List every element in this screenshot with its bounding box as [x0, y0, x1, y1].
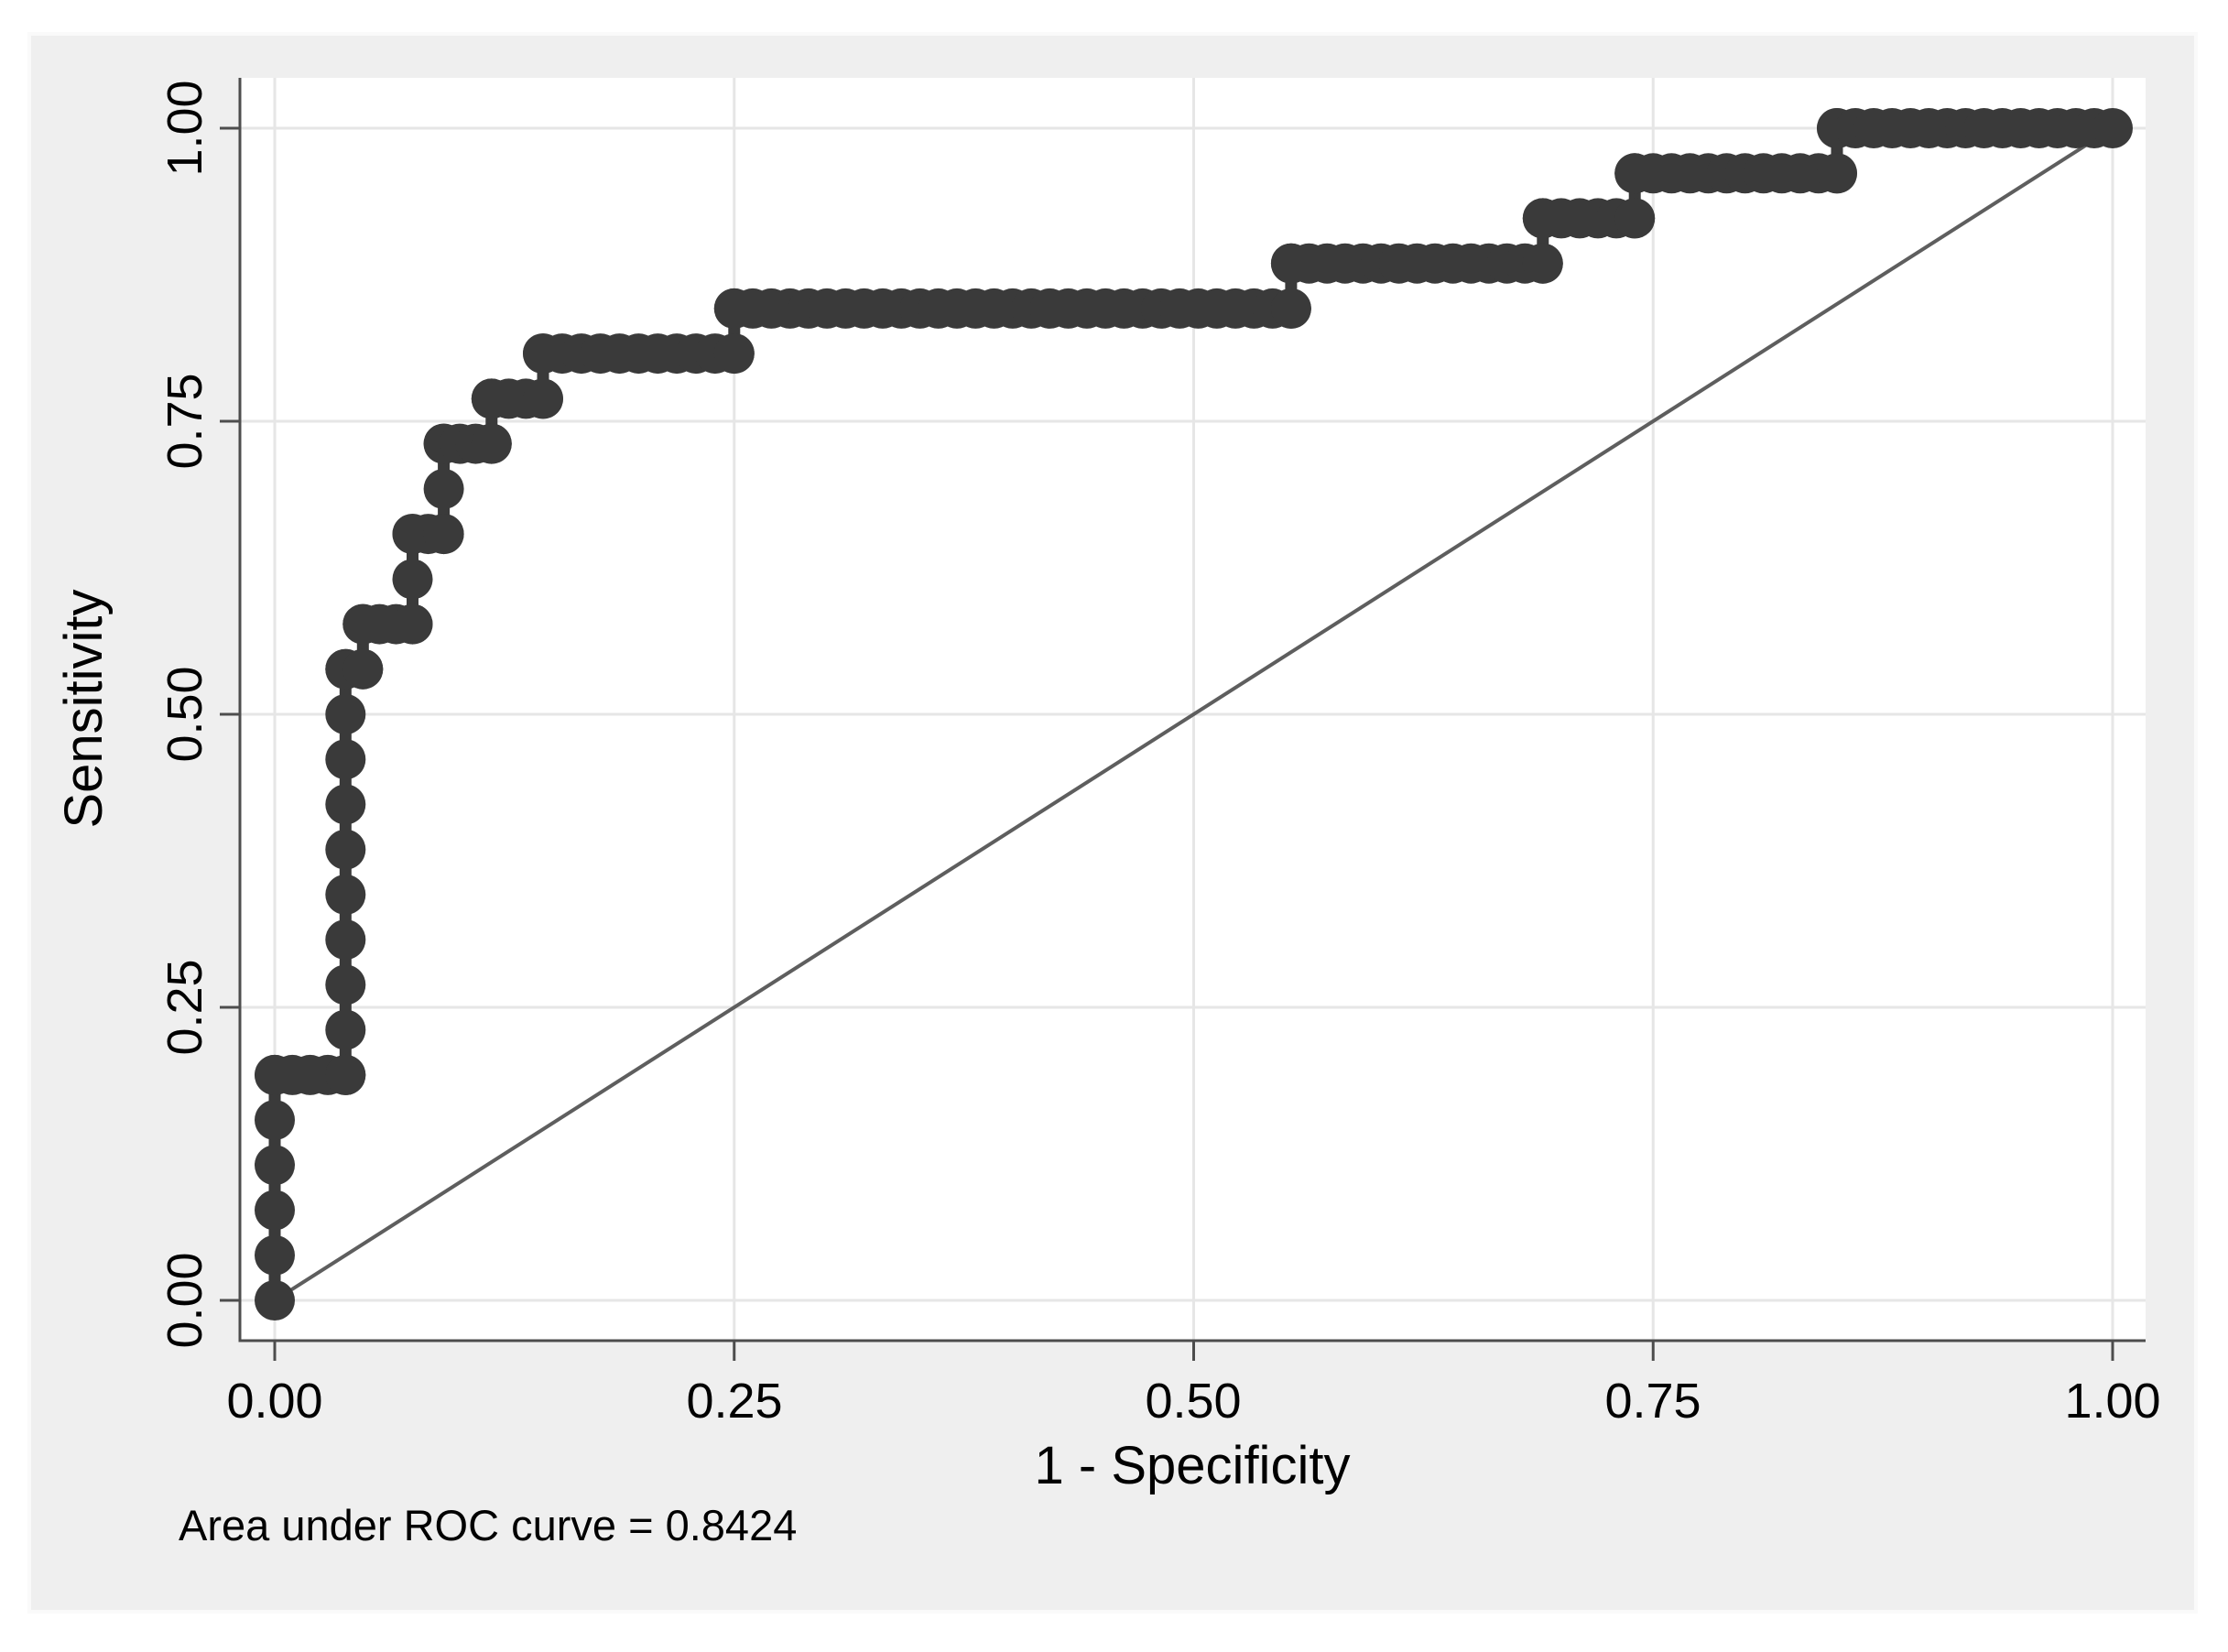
y-tick-label-0.50: 0.50 [158, 666, 212, 763]
x-tick-label-0.25: 0.25 [686, 1374, 783, 1429]
x-tick-label-0.75: 0.75 [1604, 1374, 1701, 1429]
y-tick-label-1.00: 1.00 [158, 80, 212, 177]
x-tick-label-0.00: 0.00 [226, 1374, 323, 1429]
auc-caption: Area under ROC curve = 0.8424 [179, 1501, 798, 1549]
y-tick-label-0.00: 0.00 [158, 1252, 212, 1349]
y-tick-label-0.75: 0.75 [158, 373, 212, 470]
x-axis-title: 1 - Specificity [1034, 1436, 1351, 1495]
x-tick-label-1.00: 1.00 [2064, 1374, 2161, 1429]
y-tick-label-0.25: 0.25 [158, 959, 212, 1056]
x-tick-label-0.50: 0.50 [1145, 1374, 1242, 1429]
y-axis-title: Sensitivity [54, 589, 114, 829]
